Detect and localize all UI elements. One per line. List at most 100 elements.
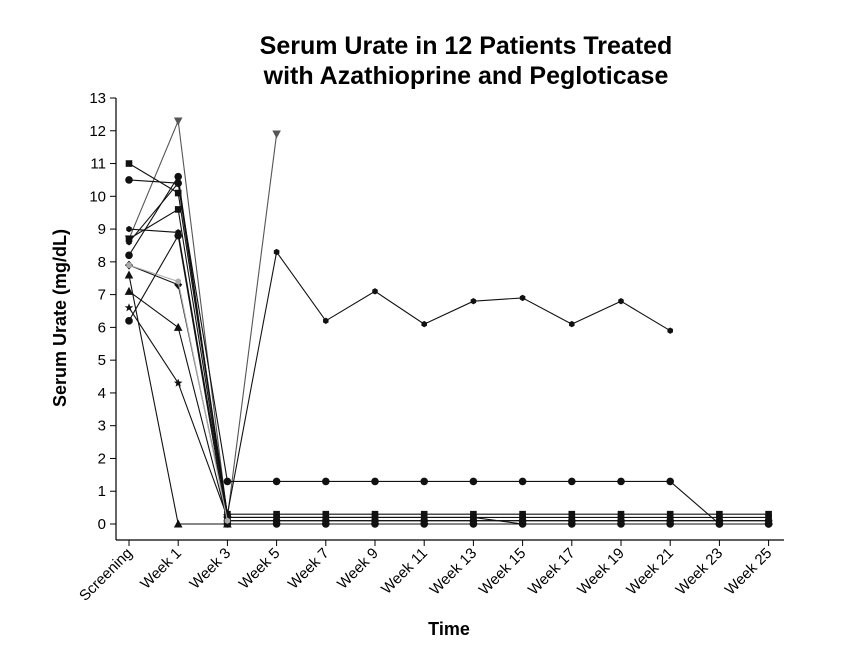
series-line <box>128 118 278 518</box>
data-point <box>568 477 576 486</box>
axes <box>115 98 784 541</box>
series-12 <box>124 303 232 522</box>
data-point <box>371 477 379 486</box>
data-point <box>223 512 232 522</box>
x-tick-label: Week 7 <box>285 545 333 593</box>
data-point <box>174 231 182 240</box>
series-1 <box>124 117 281 522</box>
data-point <box>125 176 133 184</box>
data-point <box>224 517 231 524</box>
data-point <box>421 320 427 328</box>
data-point <box>174 179 182 187</box>
series-2 <box>126 180 673 518</box>
series-line <box>128 163 769 515</box>
x-tick-label: Week 21 <box>623 545 677 599</box>
y-tick-label: 6 <box>98 319 106 336</box>
x-axis-title: Time <box>428 619 470 639</box>
y-tick-label: 8 <box>98 254 106 271</box>
data-point <box>469 516 478 525</box>
series-5 <box>125 206 772 521</box>
data-point <box>124 286 134 295</box>
data-point <box>616 516 626 525</box>
y-tick-label: 12 <box>89 123 106 140</box>
data-point <box>126 261 132 269</box>
data-point <box>618 297 624 305</box>
y-tick-label: 1 <box>98 483 106 500</box>
series-line <box>128 181 671 515</box>
x-tick-label: Week 23 <box>673 545 727 599</box>
data-point <box>173 378 183 387</box>
data-point <box>420 477 429 486</box>
data-point <box>272 477 281 486</box>
data-point <box>519 294 526 302</box>
data-point <box>518 477 527 486</box>
data-point <box>518 516 527 525</box>
data-point <box>617 477 625 486</box>
x-tick-label: Week 15 <box>476 545 530 599</box>
data-point <box>125 317 133 325</box>
chart-title-line-1: Serum Urate in 12 Patients Treated <box>260 32 673 60</box>
x-tick-label: Screening <box>76 545 136 605</box>
data-point <box>174 189 182 197</box>
y-tick-label: 0 <box>98 516 106 533</box>
series-line <box>128 234 769 525</box>
y-axis-title: Serum Urate (mg/dL) <box>50 229 70 407</box>
chart-title: Serum Urate in 12 Patients Treated with … <box>260 32 673 90</box>
series-line <box>128 290 769 522</box>
chart-title-line-2: with Azathioprine and Pegloticase <box>263 62 669 90</box>
series-layer <box>124 117 773 528</box>
y-tick-label: 4 <box>98 385 106 402</box>
series-line <box>128 179 769 525</box>
x-tick-label: Week 3 <box>186 545 234 593</box>
y-tick-label: 10 <box>89 188 106 205</box>
y-tick-label: 5 <box>98 352 106 369</box>
y-tick-label: 11 <box>90 156 106 173</box>
data-point <box>419 516 429 525</box>
data-point <box>323 317 329 325</box>
data-point <box>667 327 673 334</box>
data-point <box>469 477 478 486</box>
data-point <box>273 248 280 256</box>
series-11 <box>124 270 232 528</box>
x-tick-label: Week 11 <box>378 545 431 598</box>
data-point <box>173 519 183 528</box>
x-tick-label: Week 17 <box>525 545 579 599</box>
data-point <box>173 322 183 331</box>
data-point <box>125 160 133 167</box>
y-tick-label: 13 <box>89 90 106 107</box>
data-point <box>124 303 134 312</box>
x-tick-label: Week 25 <box>722 545 776 599</box>
data-point <box>173 117 183 126</box>
x-tick-label: Week 9 <box>334 545 382 593</box>
data-point <box>174 172 182 181</box>
data-point <box>715 516 724 525</box>
data-point <box>125 235 133 243</box>
series-3 <box>125 176 773 528</box>
data-point <box>174 206 182 213</box>
data-point <box>567 516 577 525</box>
data-point <box>322 477 330 486</box>
data-point <box>175 278 181 285</box>
data-point <box>569 320 575 328</box>
x-tick-label: Week 13 <box>427 545 481 599</box>
data-point <box>124 270 134 279</box>
data-point <box>125 251 133 260</box>
data-point <box>321 516 331 525</box>
data-point <box>764 516 773 525</box>
y-tick-label: 3 <box>98 418 106 435</box>
data-point <box>666 477 674 486</box>
data-point <box>272 130 281 139</box>
data-point <box>272 516 281 525</box>
series-13 <box>126 261 231 524</box>
series-line <box>128 208 769 518</box>
x-tick-label: Week 1 <box>137 545 185 593</box>
data-point <box>223 477 232 486</box>
data-point <box>126 225 132 233</box>
data-point <box>372 288 378 295</box>
series-10 <box>124 286 773 525</box>
data-point <box>665 516 675 525</box>
data-point <box>370 516 380 525</box>
y-tick-label: 2 <box>98 450 106 467</box>
